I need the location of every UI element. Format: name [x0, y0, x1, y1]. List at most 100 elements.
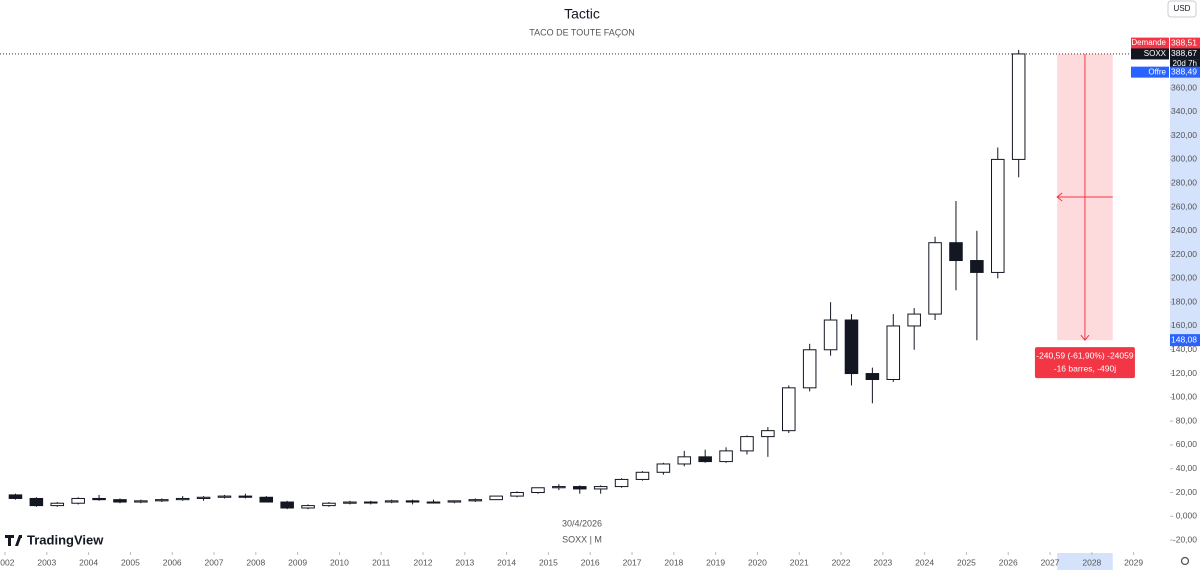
x-tick-label: 2015: [539, 557, 558, 567]
measure-label: -16 barres, -490j: [1054, 363, 1116, 373]
price-value-bg: [1170, 66, 1200, 78]
measure-arrow-left: [1056, 192, 1063, 202]
candle-body: [113, 499, 127, 503]
candle-body: [8, 494, 23, 499]
currency-button[interactable]: [1167, 0, 1197, 18]
candle-body: [761, 430, 775, 438]
candle-body: [322, 502, 336, 507]
candle-body: [886, 325, 901, 380]
y-tick-label: 320,00: [1171, 130, 1197, 140]
candle-body: [134, 500, 148, 503]
candle-body: [50, 502, 65, 507]
price-value-bg: [1170, 37, 1200, 49]
candle-body: [573, 486, 587, 490]
measure-axis-label: 148,08: [1171, 334, 1197, 344]
measure-label: -240,59 (-61,90%) -24059: [1036, 350, 1134, 360]
y-tick-label: 300,00: [1171, 154, 1197, 164]
settings-icon[interactable]: [1180, 556, 1190, 566]
candle-body: [259, 496, 274, 503]
x-tick-label: 2012: [414, 557, 433, 567]
axes: -20,00 0,000 20,00 40,00 60,00 80,00 100,00 120…: [0, 53, 1200, 570]
x-tick-label: 2005: [121, 557, 140, 567]
price-name-bg: [1131, 48, 1169, 60]
candle-body: [970, 260, 984, 273]
candle-body: [29, 497, 44, 507]
y-tick-label: 160,00: [1171, 320, 1197, 330]
y-tick-label: 360,00: [1171, 82, 1197, 92]
candle-body: [154, 499, 169, 502]
candle-body: [949, 242, 963, 262]
x-tick-label: 2008: [246, 557, 265, 567]
x-tick-label: 2024: [915, 557, 934, 567]
candle-body: [823, 319, 838, 351]
price-name: Demande: [1131, 38, 1166, 47]
candle-body: [928, 242, 942, 315]
candle-body: [740, 436, 754, 452]
y-tick-label: 80,00: [1176, 415, 1198, 425]
price-value: 388,49: [1171, 66, 1197, 76]
candle-body: [635, 471, 650, 480]
x-axis-highlight: [1057, 553, 1113, 570]
candle-body: [405, 500, 420, 503]
date-label: 30/4/2026: [562, 518, 602, 528]
price-value: 388,67: [1171, 48, 1197, 58]
y-tick-label: 240,00: [1171, 225, 1197, 235]
x-tick-label: 2016: [581, 557, 600, 567]
x-tick-label: 2006: [163, 557, 182, 567]
price-name: Offre: [1148, 67, 1166, 76]
logo-icon: [5, 535, 22, 546]
candle-body: [238, 495, 253, 498]
candle-body: [907, 313, 921, 327]
candle-body: [802, 349, 817, 389]
y-tick-label: 220,00: [1171, 249, 1197, 259]
measure-label-box: [1034, 347, 1135, 379]
candle-body: [468, 499, 483, 502]
chart-title: Tactic: [564, 6, 600, 22]
candle-body: [196, 496, 211, 499]
symbol-label: SOXX | M: [562, 534, 602, 544]
candle-body: [175, 497, 190, 501]
x-tick-label: 2014: [497, 557, 516, 567]
y-tick-label: 340,00: [1171, 106, 1197, 116]
x-tick-label: 2021: [790, 557, 809, 567]
candle-body: [92, 497, 106, 501]
x-tick-label: 2017: [623, 557, 642, 567]
price-name-bg: [1131, 37, 1169, 49]
candle-body: [677, 456, 692, 465]
y-tick-label: 120,00: [1171, 368, 1197, 378]
candle-body: [364, 501, 378, 504]
x-tick-label: 2026: [999, 557, 1018, 567]
x-tick-label: 2025: [957, 557, 976, 567]
x-tick-label: 2022: [832, 557, 851, 567]
currency[interactable]: USD: [1174, 4, 1191, 13]
candle-body: [71, 497, 85, 504]
candle-body: [426, 501, 441, 504]
x-tick-label: 2010: [330, 557, 349, 567]
candle-body: [343, 501, 357, 504]
logo[interactable]: TradingView: [5, 532, 104, 547]
x-tick-label: 2023: [873, 557, 892, 567]
price-value: 388,51: [1171, 37, 1197, 47]
candle-body: [217, 495, 232, 498]
x-tick-label: 2004: [79, 557, 98, 567]
candle-body: [844, 319, 859, 375]
y-axis-highlight: [1170, 53, 1200, 341]
x-tick-label: 2020: [748, 557, 767, 567]
candle-body: [489, 495, 503, 501]
candle-body: [614, 478, 629, 488]
x-tick-label: 2007: [205, 557, 224, 567]
y-tick-label: 140,00: [1171, 344, 1197, 354]
y-tick-label: 60,00: [1176, 439, 1198, 449]
candle-body: [384, 500, 399, 503]
candle-body: [698, 456, 712, 463]
candle-body: [301, 505, 315, 509]
x-tick-label: 2002: [0, 557, 15, 567]
measure-axis-label-bg: [1170, 334, 1200, 347]
candle-body: [593, 486, 608, 490]
candle-body: [991, 158, 1005, 273]
y-tick-label: 20,00: [1176, 487, 1198, 497]
candle-body: [782, 387, 796, 432]
x-tick-label: 2013: [455, 557, 474, 567]
y-tick-label: 200,00: [1171, 273, 1197, 283]
candle-body: [865, 373, 880, 381]
